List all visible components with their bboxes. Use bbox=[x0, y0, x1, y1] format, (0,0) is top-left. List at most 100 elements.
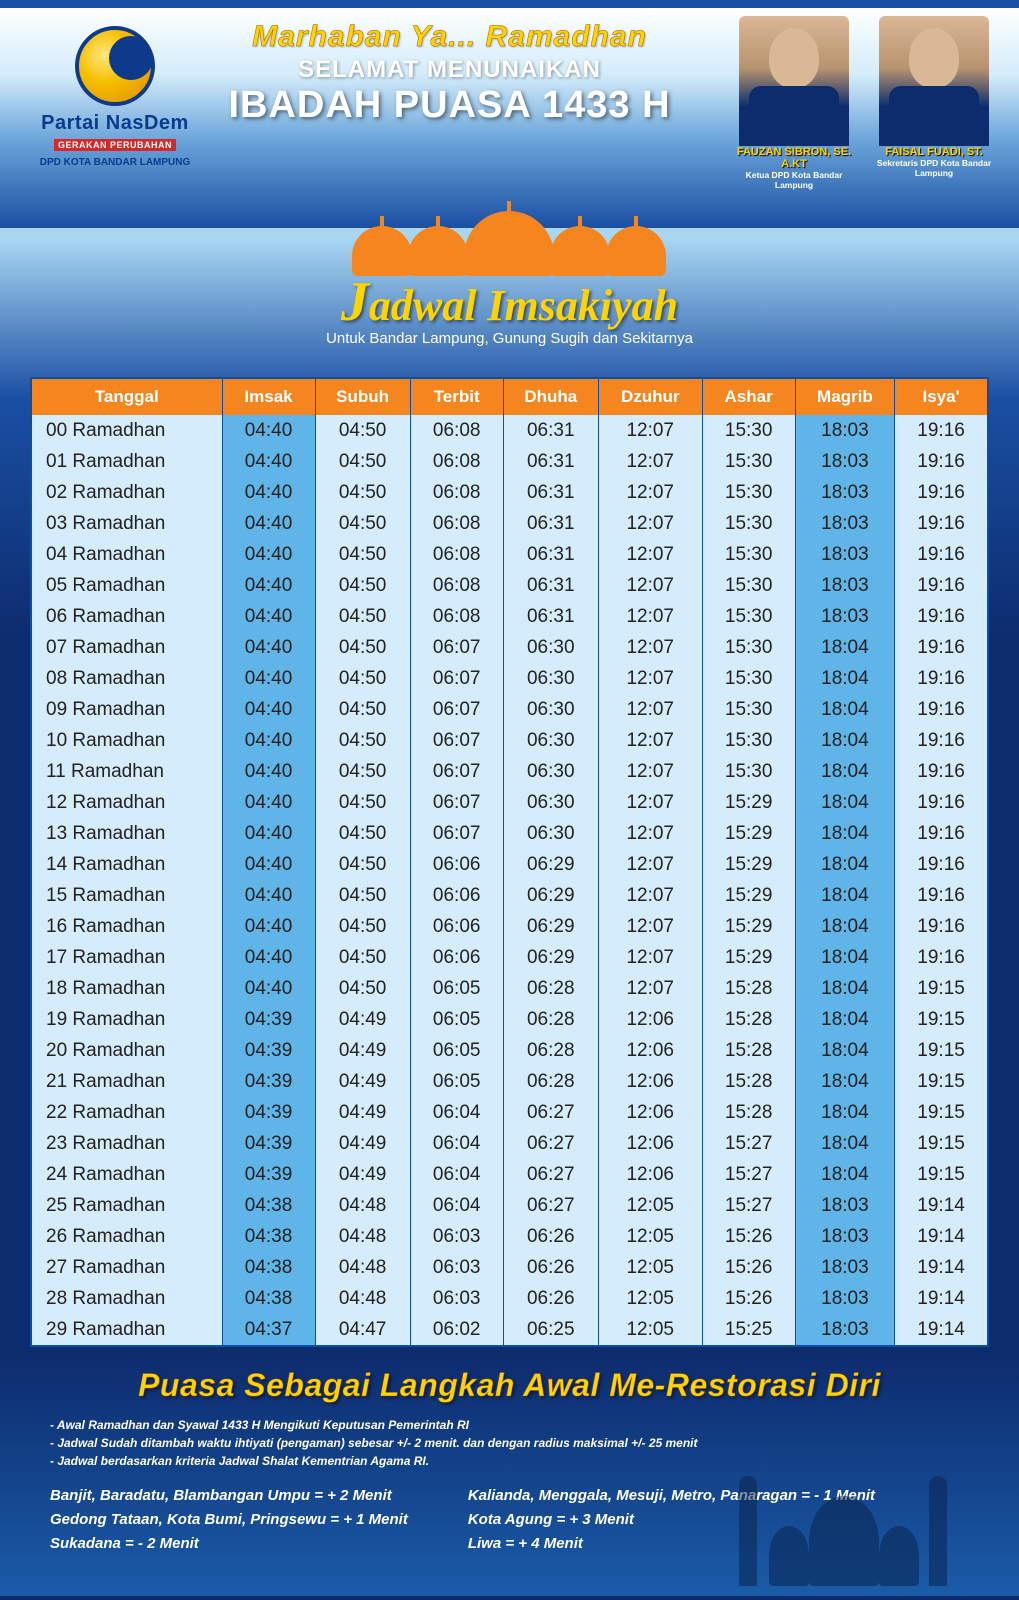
table-row: 02 Ramadhan04:4004:5006:0806:3112:0715:3… bbox=[32, 477, 987, 508]
time-cell: 04:50 bbox=[315, 849, 410, 880]
time-cell: 19:15 bbox=[895, 1035, 987, 1066]
time-cell: 19:15 bbox=[895, 1159, 987, 1190]
time-cell: 19:14 bbox=[895, 1190, 987, 1221]
time-cell: 18:03 bbox=[795, 601, 894, 632]
time-cell: 15:29 bbox=[702, 942, 795, 973]
table-row: 05 Ramadhan04:4004:5006:0806:3112:0715:3… bbox=[32, 570, 987, 601]
time-cell: 18:03 bbox=[795, 1221, 894, 1252]
time-cell: 06:07 bbox=[410, 787, 503, 818]
time-cell: 04:40 bbox=[222, 787, 315, 818]
date-cell: 16 Ramadhan bbox=[32, 911, 222, 942]
time-cell: 06:29 bbox=[503, 942, 598, 973]
time-cell: 12:06 bbox=[598, 1004, 702, 1035]
table-row: 14 Ramadhan04:4004:5006:0606:2912:0715:2… bbox=[32, 849, 987, 880]
header: Partai NasDem GERAKAN PERUBAHAN DPD KOTA… bbox=[0, 8, 1019, 228]
time-cell: 18:04 bbox=[795, 1004, 894, 1035]
time-cell: 04:48 bbox=[315, 1190, 410, 1221]
time-cell: 06:03 bbox=[410, 1221, 503, 1252]
time-cell: 06:29 bbox=[503, 911, 598, 942]
time-cell: 15:30 bbox=[702, 756, 795, 787]
date-cell: 08 Ramadhan bbox=[32, 663, 222, 694]
date-cell: 09 Ramadhan bbox=[32, 694, 222, 725]
col-header: Terbit bbox=[410, 379, 503, 415]
table-row: 06 Ramadhan04:4004:5006:0806:3112:0715:3… bbox=[32, 601, 987, 632]
time-cell: 19:15 bbox=[895, 973, 987, 1004]
table-row: 20 Ramadhan04:3904:4906:0506:2812:0615:2… bbox=[32, 1035, 987, 1066]
date-cell: 11 Ramadhan bbox=[32, 756, 222, 787]
time-cell: 19:16 bbox=[895, 818, 987, 849]
time-cell: 18:04 bbox=[795, 787, 894, 818]
time-cell: 04:40 bbox=[222, 601, 315, 632]
time-cell: 06:04 bbox=[410, 1190, 503, 1221]
date-cell: 02 Ramadhan bbox=[32, 477, 222, 508]
date-cell: 06 Ramadhan bbox=[32, 601, 222, 632]
time-cell: 18:04 bbox=[795, 1097, 894, 1128]
time-cell: 18:04 bbox=[795, 942, 894, 973]
title-banner: Jadwal Imsakiyah Untuk Bandar Lampung, G… bbox=[0, 218, 1019, 377]
time-cell: 12:06 bbox=[598, 1128, 702, 1159]
col-header: Imsak bbox=[222, 379, 315, 415]
time-cell: 06:08 bbox=[410, 415, 503, 446]
time-cell: 06:30 bbox=[503, 663, 598, 694]
time-cell: 18:03 bbox=[795, 570, 894, 601]
date-cell: 14 Ramadhan bbox=[32, 849, 222, 880]
time-cell: 04:50 bbox=[315, 880, 410, 911]
time-cell: 06:31 bbox=[503, 446, 598, 477]
time-cell: 18:04 bbox=[795, 694, 894, 725]
time-cell: 19:16 bbox=[895, 632, 987, 663]
date-cell: 29 Ramadhan bbox=[32, 1314, 222, 1345]
time-cell: 19:16 bbox=[895, 694, 987, 725]
table-row: 21 Ramadhan04:3904:4906:0506:2812:0615:2… bbox=[32, 1066, 987, 1097]
time-cell: 18:04 bbox=[795, 663, 894, 694]
time-cell: 06:08 bbox=[410, 477, 503, 508]
time-cell: 06:26 bbox=[503, 1221, 598, 1252]
time-cell: 06:07 bbox=[410, 694, 503, 725]
time-cell: 12:06 bbox=[598, 1035, 702, 1066]
offset-line: Gedong Tataan, Kota Bumi, Pringsewu = + … bbox=[50, 1508, 408, 1532]
time-cell: 18:03 bbox=[795, 508, 894, 539]
time-cell: 15:29 bbox=[702, 787, 795, 818]
person-2-name: FAISAL FUADI, ST. bbox=[869, 146, 999, 158]
time-cell: 12:05 bbox=[598, 1221, 702, 1252]
time-cell: 15:28 bbox=[702, 1004, 795, 1035]
time-cell: 19:16 bbox=[895, 601, 987, 632]
time-cell: 04:38 bbox=[222, 1252, 315, 1283]
time-cell: 12:07 bbox=[598, 942, 702, 973]
time-cell: 06:06 bbox=[410, 911, 503, 942]
date-cell: 17 Ramadhan bbox=[32, 942, 222, 973]
time-cell: 18:04 bbox=[795, 911, 894, 942]
time-cell: 12:07 bbox=[598, 570, 702, 601]
time-cell: 06:07 bbox=[410, 632, 503, 663]
table-row: 15 Ramadhan04:4004:5006:0606:2912:0715:2… bbox=[32, 880, 987, 911]
time-cell: 06:30 bbox=[503, 725, 598, 756]
date-cell: 18 Ramadhan bbox=[32, 973, 222, 1004]
time-cell: 06:26 bbox=[503, 1252, 598, 1283]
col-header: Dzuhur bbox=[598, 379, 702, 415]
time-cell: 06:04 bbox=[410, 1128, 503, 1159]
time-cell: 18:04 bbox=[795, 1066, 894, 1097]
table-row: 28 Ramadhan04:3804:4806:0306:2612:0515:2… bbox=[32, 1283, 987, 1314]
time-cell: 15:30 bbox=[702, 446, 795, 477]
time-cell: 19:14 bbox=[895, 1283, 987, 1314]
time-cell: 12:07 bbox=[598, 756, 702, 787]
time-cell: 15:30 bbox=[702, 539, 795, 570]
time-cell: 12:07 bbox=[598, 415, 702, 446]
time-cell: 04:38 bbox=[222, 1221, 315, 1252]
table-row: 25 Ramadhan04:3804:4806:0406:2712:0515:2… bbox=[32, 1190, 987, 1221]
time-cell: 06:25 bbox=[503, 1314, 598, 1345]
time-cell: 04:40 bbox=[222, 570, 315, 601]
time-cell: 18:03 bbox=[795, 446, 894, 477]
time-cell: 15:29 bbox=[702, 911, 795, 942]
time-cell: 12:07 bbox=[598, 694, 702, 725]
time-cell: 19:15 bbox=[895, 1128, 987, 1159]
time-cell: 06:07 bbox=[410, 663, 503, 694]
offset-line: Banjit, Baradatu, Blambangan Umpu = + 2 … bbox=[50, 1484, 408, 1508]
time-cell: 04:39 bbox=[222, 1128, 315, 1159]
time-cell: 04:40 bbox=[222, 880, 315, 911]
time-cell: 04:50 bbox=[315, 663, 410, 694]
time-cell: 12:07 bbox=[598, 632, 702, 663]
time-cell: 04:50 bbox=[315, 539, 410, 570]
time-cell: 19:14 bbox=[895, 1252, 987, 1283]
time-cell: 06:30 bbox=[503, 787, 598, 818]
table-row: 27 Ramadhan04:3804:4806:0306:2612:0515:2… bbox=[32, 1252, 987, 1283]
